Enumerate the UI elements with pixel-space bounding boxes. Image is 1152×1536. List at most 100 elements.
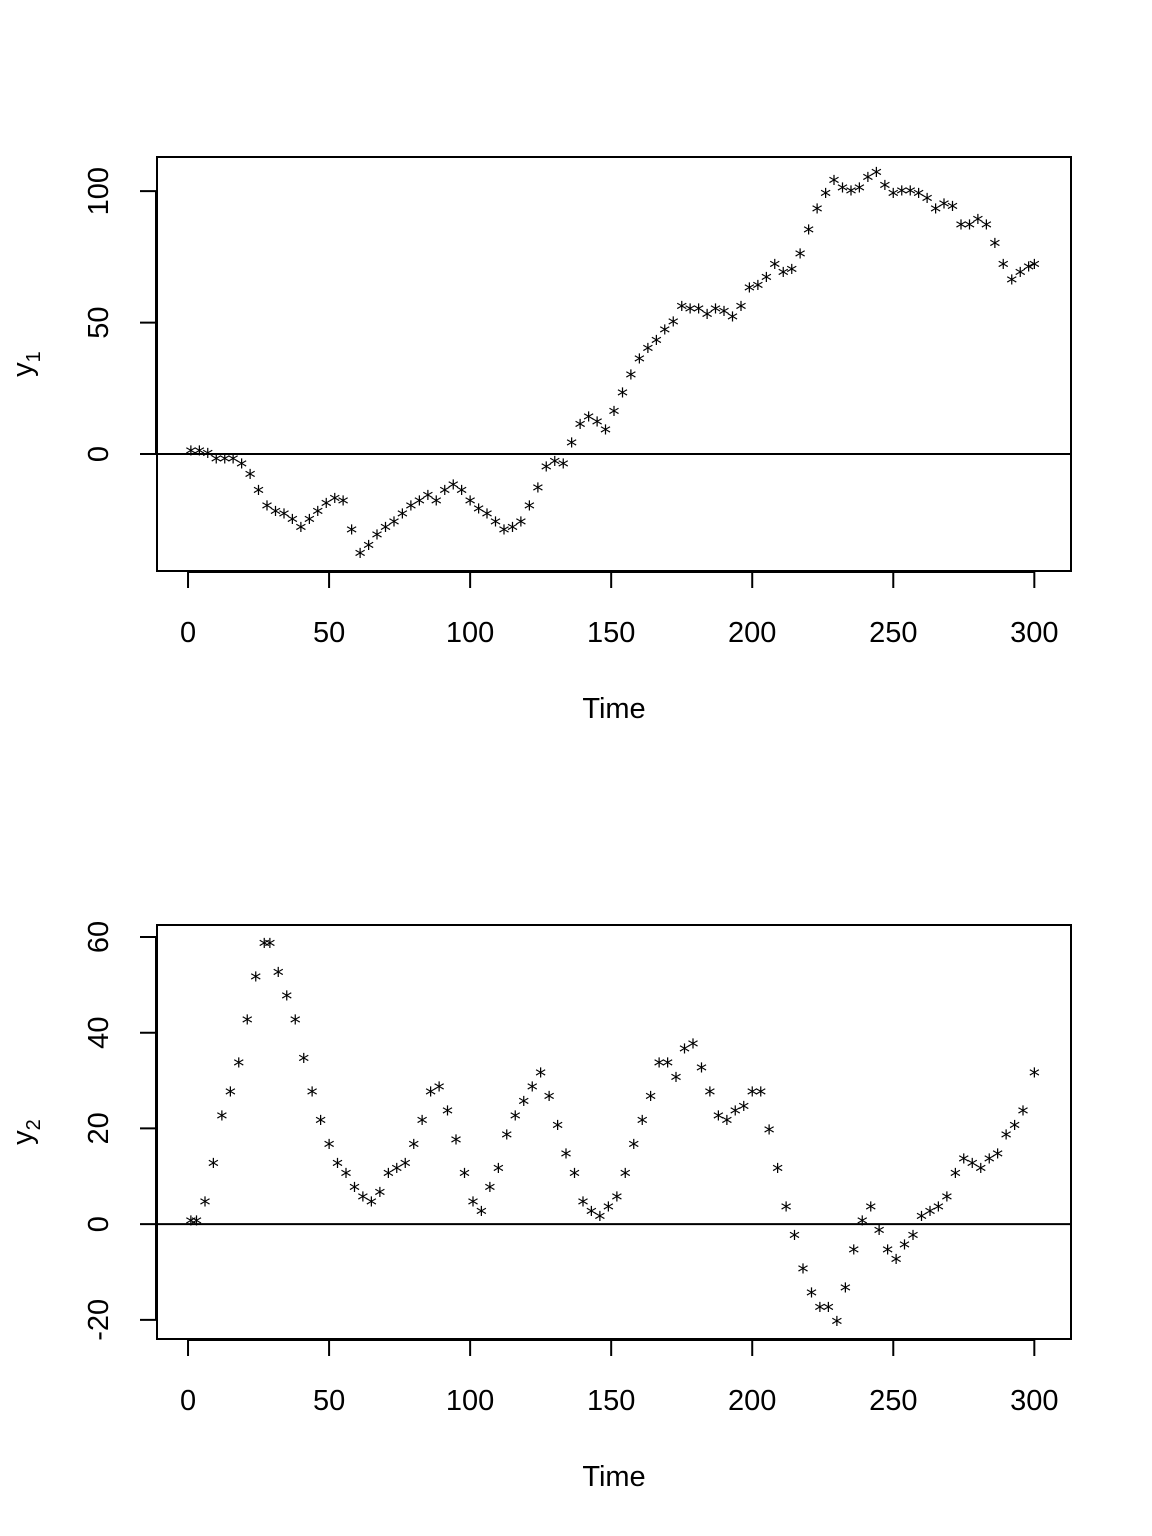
data-point-y1: * — [328, 490, 341, 515]
data-point-y1: * — [650, 333, 663, 358]
data-point-y1: * — [963, 217, 976, 242]
data-point-y2: * — [983, 1151, 996, 1176]
data-point-y1: * — [937, 196, 950, 221]
data-point-y1: * — [785, 262, 798, 287]
x-tick-label-y2: 300 — [1010, 1385, 1058, 1417]
data-point-y2: * — [534, 1065, 547, 1090]
data-point-y2: * — [805, 1285, 818, 1310]
data-point-y1: * — [1028, 256, 1041, 281]
data-point-y2: * — [526, 1079, 539, 1104]
data-point-y1: * — [269, 503, 282, 528]
x-tick-label-y1: 200 — [728, 617, 776, 649]
data-point-y1: * — [760, 270, 773, 295]
data-point-y2: * — [703, 1084, 716, 1109]
data-point-y2: * — [322, 1137, 335, 1162]
data-point-y2: * — [449, 1132, 462, 1157]
data-point-y1: * — [607, 404, 620, 429]
y-tick-label-y2: 20 — [83, 1112, 115, 1144]
data-point-y1: * — [751, 277, 764, 302]
x-axis-title-y2: Time — [582, 1461, 645, 1493]
y-axis-title-base-y1: y — [7, 362, 39, 377]
x-tick-label-y2: 50 — [313, 1385, 345, 1417]
data-point-y1: * — [201, 446, 214, 471]
data-point-y2: * — [289, 1012, 302, 1037]
data-point-y2: * — [788, 1227, 801, 1252]
data-point-y1: * — [946, 199, 959, 224]
data-point-y2: * — [249, 969, 262, 994]
data-point-y1: * — [684, 301, 697, 326]
y-axis-title-subscript-y1: 1 — [23, 351, 45, 362]
data-point-y2: * — [224, 1084, 237, 1109]
data-point-y2: * — [568, 1165, 581, 1190]
data-point-y1: * — [387, 514, 400, 539]
data-point-y2: * — [280, 988, 293, 1013]
data-point-y2: * — [1028, 1065, 1041, 1090]
data-point-y1: * — [887, 185, 900, 210]
y-axis-title-subscript-y2: 2 — [23, 1119, 45, 1130]
data-point-y1: * — [954, 217, 967, 242]
data-point-y1: * — [777, 264, 790, 289]
data-point-y1: * — [455, 482, 468, 507]
data-point-y2: * — [830, 1314, 843, 1339]
data-point-y2: * — [500, 1127, 513, 1152]
data-point-y2: * — [737, 1098, 750, 1123]
data-point-y2: * — [610, 1189, 623, 1214]
data-point-y2: * — [190, 1213, 203, 1238]
data-point-y1: * — [260, 498, 273, 523]
data-point-y1: * — [243, 467, 256, 492]
data-point-y2: * — [365, 1194, 378, 1219]
data-point-y2: * — [272, 964, 285, 989]
data-point-y1: * — [599, 422, 612, 447]
data-point-y2: * — [593, 1208, 606, 1233]
data-point-y1: * — [904, 183, 917, 208]
data-point-y1: * — [379, 519, 392, 544]
data-point-y1: * — [692, 301, 705, 326]
data-point-y1: * — [184, 443, 197, 468]
data-point-y1: * — [836, 180, 849, 205]
data-point-y2: * — [932, 1199, 945, 1224]
x-tick-label-y2: 200 — [728, 1385, 776, 1417]
data-point-y2: * — [822, 1299, 835, 1324]
y-tick-label-y1: 100 — [83, 167, 115, 215]
x-tick-label-y2: 150 — [587, 1385, 635, 1417]
data-point-y2: * — [686, 1036, 699, 1061]
data-point-y2: * — [796, 1261, 809, 1286]
data-point-y2: * — [441, 1103, 454, 1128]
y-axis-title-y1: y1 — [7, 351, 45, 377]
data-point-y1: * — [819, 185, 832, 210]
y-axis-title-y2: y2 — [7, 1119, 45, 1145]
data-point-y2: * — [416, 1113, 429, 1138]
data-points-y2: ****************************************… — [157, 936, 1071, 1339]
data-point-y1: * — [430, 493, 443, 518]
data-point-y1: * — [286, 511, 299, 536]
data-point-y2: * — [458, 1165, 471, 1190]
data-point-y1: * — [929, 201, 942, 226]
data-point-y2: * — [754, 1084, 767, 1109]
data-point-y1: * — [988, 235, 1001, 260]
x-tick-label-y2: 100 — [446, 1385, 494, 1417]
data-point-y2: * — [678, 1041, 691, 1066]
data-point-y2: * — [576, 1194, 589, 1219]
data-point-y2: * — [627, 1137, 640, 1162]
data-point-y2: * — [1016, 1103, 1029, 1128]
data-point-y2: * — [492, 1160, 505, 1185]
data-point-y1: * — [497, 522, 510, 547]
data-point-y1: * — [303, 511, 316, 536]
data-point-y2: * — [241, 1012, 254, 1037]
data-point-y2: * — [712, 1108, 725, 1133]
data-point-y2: * — [509, 1108, 522, 1133]
data-point-y2: * — [297, 1050, 310, 1075]
data-point-y1: * — [489, 514, 502, 539]
data-point-y2: * — [306, 1084, 319, 1109]
data-point-y2: * — [729, 1103, 742, 1128]
y-tick-label-y2: -20 — [83, 1299, 115, 1341]
data-point-y2: * — [542, 1089, 555, 1114]
data-point-y1: * — [218, 451, 231, 476]
x-tick-label-y1: 50 — [313, 617, 345, 649]
chart-panel-y2: ****************************************… — [7, 921, 1072, 1493]
data-point-y1: * — [548, 454, 561, 479]
data-point-y2: * — [771, 1160, 784, 1185]
data-point-y1: * — [1022, 259, 1035, 284]
data-point-y2: * — [881, 1242, 894, 1267]
data-point-y2: * — [483, 1180, 496, 1205]
